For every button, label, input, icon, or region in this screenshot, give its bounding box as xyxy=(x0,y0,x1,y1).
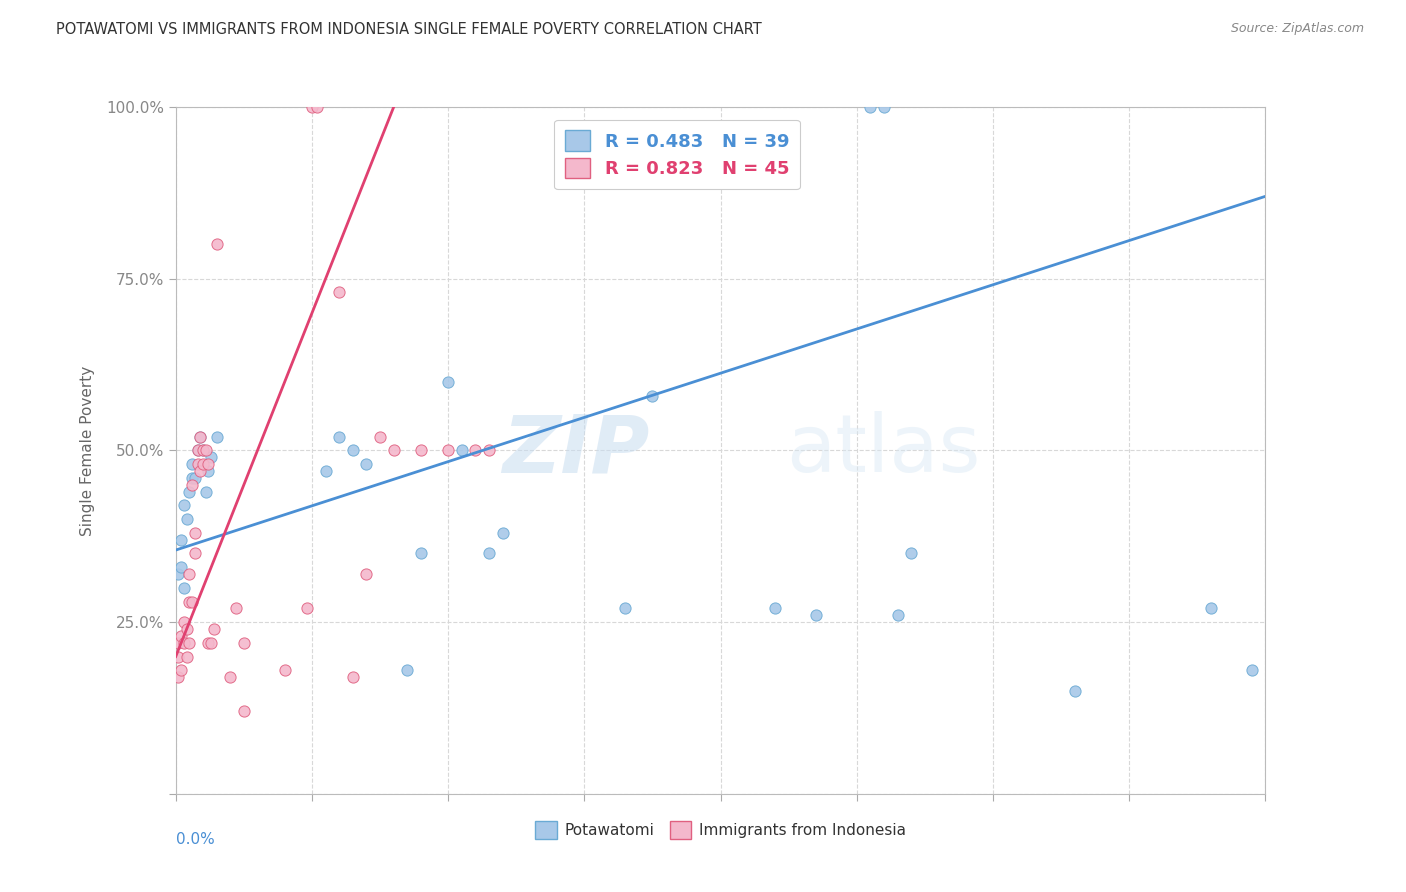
Point xyxy=(197,636,219,650)
Point xyxy=(173,615,195,630)
Point xyxy=(232,705,254,719)
Point xyxy=(184,546,207,561)
Point xyxy=(184,471,207,485)
Point xyxy=(186,443,209,458)
Point xyxy=(356,567,378,582)
Point xyxy=(274,663,297,677)
Point xyxy=(232,636,254,650)
Point xyxy=(167,636,190,650)
Point xyxy=(197,464,219,478)
Point xyxy=(186,457,209,471)
Point xyxy=(328,430,350,444)
Point xyxy=(873,100,896,114)
Point xyxy=(188,430,211,444)
Point xyxy=(186,443,209,458)
Point xyxy=(437,375,460,389)
Point xyxy=(181,457,204,471)
Point xyxy=(396,663,419,677)
Point xyxy=(315,464,337,478)
Point xyxy=(763,601,786,615)
Point xyxy=(181,471,204,485)
Point xyxy=(464,443,486,458)
Point xyxy=(191,457,214,471)
Point xyxy=(1240,663,1263,677)
Point xyxy=(191,443,214,458)
Point xyxy=(188,430,211,444)
Point xyxy=(450,443,472,458)
Point xyxy=(1199,601,1222,615)
Point xyxy=(437,443,460,458)
Point xyxy=(173,581,195,595)
Point xyxy=(197,457,219,471)
Point xyxy=(328,285,350,300)
Text: Source: ZipAtlas.com: Source: ZipAtlas.com xyxy=(1230,22,1364,36)
Point xyxy=(179,594,201,608)
Point xyxy=(194,443,217,458)
Point xyxy=(1063,683,1085,698)
Point xyxy=(342,443,364,458)
Point xyxy=(492,525,515,540)
Point xyxy=(295,601,318,615)
Point xyxy=(179,484,201,499)
Point xyxy=(173,636,195,650)
Point xyxy=(194,484,217,499)
Point xyxy=(176,622,198,636)
Point xyxy=(188,464,211,478)
Point xyxy=(200,636,222,650)
Point xyxy=(167,567,190,582)
Point xyxy=(301,100,323,114)
Point xyxy=(173,499,195,513)
Point xyxy=(804,608,827,623)
Point xyxy=(886,608,908,623)
Point xyxy=(205,430,228,444)
Point xyxy=(382,443,405,458)
Point xyxy=(409,546,432,561)
Point xyxy=(859,100,882,114)
Point xyxy=(167,670,190,684)
Point xyxy=(356,457,378,471)
Point xyxy=(368,430,391,444)
Point xyxy=(225,601,247,615)
Point xyxy=(219,670,242,684)
Point xyxy=(614,601,637,615)
Point xyxy=(170,560,193,574)
Point xyxy=(176,512,198,526)
Point xyxy=(184,525,207,540)
Point xyxy=(179,567,201,582)
Point xyxy=(200,450,222,465)
Text: 0.0%: 0.0% xyxy=(176,831,215,847)
Legend: Potawatomi, Immigrants from Indonesia: Potawatomi, Immigrants from Indonesia xyxy=(530,814,911,845)
Point xyxy=(167,649,190,664)
Point xyxy=(176,649,198,664)
Point xyxy=(307,100,329,114)
Point xyxy=(191,443,214,458)
Point xyxy=(202,622,225,636)
Y-axis label: Single Female Poverty: Single Female Poverty xyxy=(80,366,94,535)
Text: atlas: atlas xyxy=(786,411,980,490)
Point xyxy=(409,443,432,458)
Point xyxy=(170,629,193,643)
Point xyxy=(179,636,201,650)
Point xyxy=(181,478,204,492)
Point xyxy=(641,388,664,402)
Text: POTAWATOMI VS IMMIGRANTS FROM INDONESIA SINGLE FEMALE POVERTY CORRELATION CHART: POTAWATOMI VS IMMIGRANTS FROM INDONESIA … xyxy=(56,22,762,37)
Point xyxy=(478,546,501,561)
Point xyxy=(181,594,204,608)
Point xyxy=(205,237,228,252)
Point xyxy=(170,533,193,547)
Point xyxy=(342,670,364,684)
Text: ZIP: ZIP xyxy=(502,411,650,490)
Point xyxy=(170,663,193,677)
Point xyxy=(478,443,501,458)
Point xyxy=(900,546,922,561)
